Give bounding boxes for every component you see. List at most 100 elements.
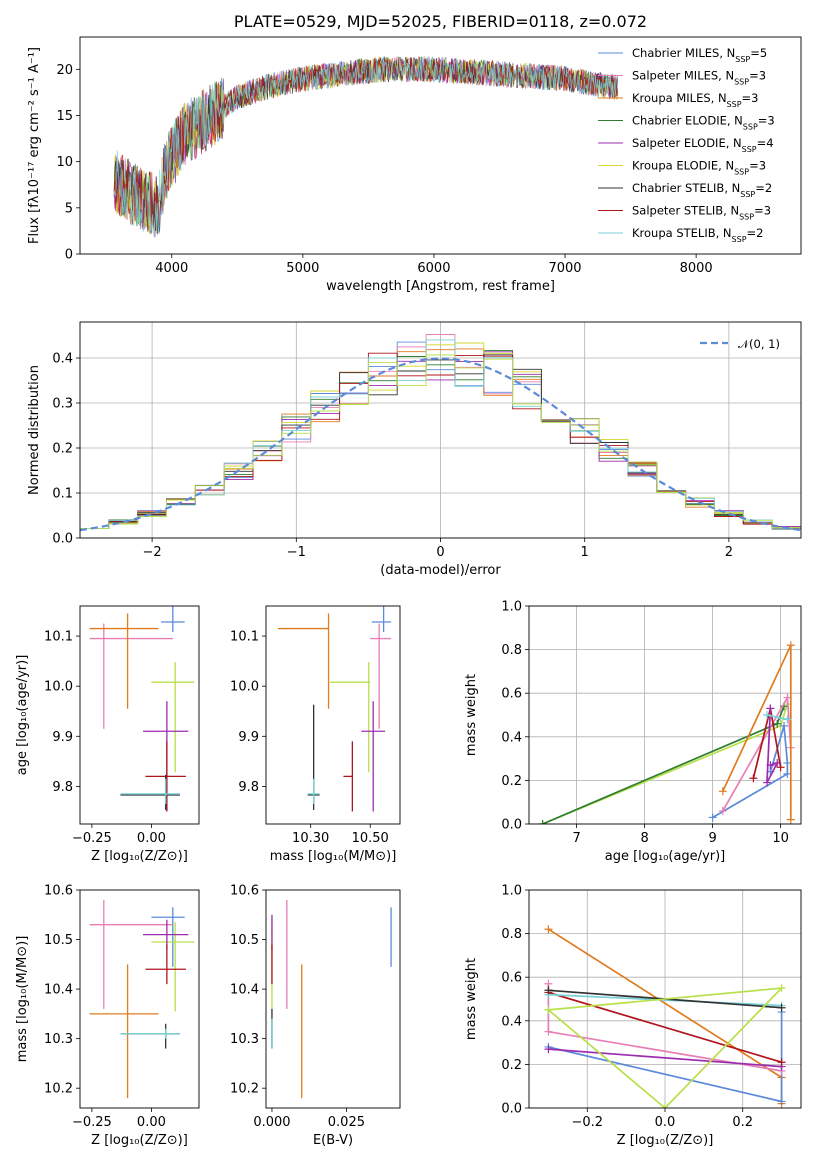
weight-marker xyxy=(544,986,553,995)
y-tick-label: 10.4 xyxy=(44,983,73,998)
y-tick-label: 10 xyxy=(56,155,73,170)
y-tick-label: 0.8 xyxy=(501,927,522,942)
legend-subscript: SSP xyxy=(739,212,754,221)
x-axis-label: Z [log₁₀(Z/Z⊙)] xyxy=(91,1133,188,1148)
weight-marker xyxy=(777,984,786,993)
y-tick-label: 9.8 xyxy=(52,780,73,795)
x-tick-label: 2 xyxy=(725,545,733,560)
spectrum-line xyxy=(113,56,618,238)
weight-marker xyxy=(777,1058,786,1067)
legend-entry: Salpeter STELIB, NSSP=3 xyxy=(632,204,771,222)
y-tick-label: 10.0 xyxy=(230,680,259,695)
weight-line xyxy=(542,703,789,824)
plot-area-ebv xyxy=(271,899,392,1099)
x-tick-label: −2 xyxy=(143,545,162,560)
weight-marker xyxy=(538,820,547,824)
y-tick-label: 20 xyxy=(56,63,73,78)
legend-suffix: =3 xyxy=(742,91,759,105)
legend-suffix: =3 xyxy=(749,159,766,173)
x-tick-label: 0.2 xyxy=(732,1115,753,1130)
y-axis-label: mass weight xyxy=(464,674,479,756)
weight-marker xyxy=(718,806,727,815)
plot-area-age-vs-mass xyxy=(277,606,392,812)
x-tick-label: 1 xyxy=(581,545,589,560)
weight-marker xyxy=(749,774,758,783)
weight-marker xyxy=(780,721,788,730)
plot-area-massweight-vs-age xyxy=(529,606,801,824)
legend-subscript: SSP xyxy=(727,100,742,109)
y-axis-label: Normed distribution xyxy=(27,365,42,495)
y-axis-label: Flux [fλ10⁻¹⁷ erg cm⁻² s⁻¹ A⁻¹] xyxy=(27,47,42,244)
x-axis-label: (data-model)/error xyxy=(380,563,501,578)
plot-area-age-vs-Z xyxy=(89,606,195,812)
weight-line xyxy=(542,705,785,824)
y-axis-label: mass [log₁₀(M/M⊙)] xyxy=(15,936,30,1063)
y-tick-label: 9.8 xyxy=(238,780,259,795)
plot-massweight-vs-age: 7 8 9 10 0.0 0.2 0.4 0.6 0.8 1.0 age [log₁₀(age/yr… xyxy=(464,600,802,864)
legend-suffix: =5 xyxy=(750,46,767,60)
weight-marker xyxy=(544,1045,553,1054)
plot-area-massweight-vs-Z xyxy=(529,890,801,1108)
weight-marker xyxy=(783,715,792,724)
x-tick-label: 4000 xyxy=(155,261,188,276)
y-tick-label: 10.2 xyxy=(230,1082,259,1097)
weight-line xyxy=(548,991,782,1064)
y-tick-label: 10.1 xyxy=(230,630,259,645)
x-tick-label: 10.50 xyxy=(352,831,389,846)
y-tick-label: 10.2 xyxy=(44,1082,73,1097)
weight-marker xyxy=(773,758,782,767)
y-tick-label: 10.0 xyxy=(44,680,73,695)
y-tick-label: 0.3 xyxy=(52,397,73,412)
axes-frame xyxy=(79,605,200,825)
x-axis-label: Z [log₁₀(Z/Z⊙)] xyxy=(91,849,188,864)
x-tick-label: 8 xyxy=(640,831,648,846)
axes-frame xyxy=(528,889,802,1109)
y-tick-label: 1.0 xyxy=(501,600,522,615)
y-tick-label: 10.4 xyxy=(230,983,259,998)
legend-subscript: SSP xyxy=(743,122,758,131)
y-tick-label: 10.6 xyxy=(230,884,259,899)
plot-mass-vs-Z: −0.25 0.00 10.2 10.3 10.4 10.5 10.6 Z [log₁₀(Z/… xyxy=(15,884,200,1148)
plot-area-residuals xyxy=(80,322,801,538)
y-tick-label: 0.0 xyxy=(501,818,522,833)
x-tick-label: 0.00 xyxy=(137,1115,166,1130)
y-tick-label: 0.0 xyxy=(52,532,73,547)
legend-suffix: =3 xyxy=(758,114,775,128)
y-tick-label: 0.8 xyxy=(501,643,522,658)
plot-spectrum: 4000 5000 6000 7000 8000 0 5 10 15 20 wavelength [… xyxy=(27,36,802,294)
weight-marker xyxy=(763,711,771,719)
weight-line xyxy=(766,714,788,721)
x-axis-label: mass [log₁₀(M/M⊙)] xyxy=(270,849,397,864)
legend-subscript: SSP xyxy=(732,235,747,244)
legend-subscript: SSP xyxy=(740,190,755,199)
legend-entry: 𝒩(0, 1) xyxy=(738,337,780,351)
axes-frame xyxy=(79,36,802,255)
weight-marker xyxy=(777,1097,786,1106)
y-tick-label: 10.6 xyxy=(44,884,73,899)
x-tick-label: 9 xyxy=(708,831,716,846)
legend-suffix: =3 xyxy=(749,69,766,83)
axes-frame xyxy=(265,889,401,1109)
x-tick-label: 0.000 xyxy=(253,1115,290,1130)
legend-entry: Chabrier ELODIE, NSSP=3 xyxy=(632,114,775,132)
y-tick-label: 0.4 xyxy=(52,352,73,367)
y-tick-label: 10.1 xyxy=(44,630,73,645)
weight-marker xyxy=(544,1027,553,1036)
legend-suffix: =2 xyxy=(755,181,772,195)
weight-line xyxy=(548,993,782,1007)
weight-marker xyxy=(786,641,795,650)
spectrum-line xyxy=(113,56,618,237)
weight-marker xyxy=(773,719,782,728)
legend-subscript: SSP xyxy=(734,167,749,176)
legend-entry: Salpeter MILES, NSSP=3 xyxy=(632,69,766,87)
x-tick-label: 0 xyxy=(436,545,444,560)
weight-marker xyxy=(718,787,727,796)
gaussian-curve xyxy=(80,357,801,532)
x-tick-label: 0.00 xyxy=(137,831,166,846)
plot-ebv: 0.000 0.025 10.2 10.3 10.4 10.5 10.6 E(B-V) xyxy=(230,884,401,1148)
weight-marker xyxy=(661,1104,669,1108)
x-tick-label: 10 xyxy=(772,831,789,846)
x-axis-label: Z [log₁₀(Z/Z⊙)] xyxy=(617,1133,714,1148)
x-tick-label: −0.2 xyxy=(571,1115,603,1130)
weight-marker xyxy=(766,704,775,713)
